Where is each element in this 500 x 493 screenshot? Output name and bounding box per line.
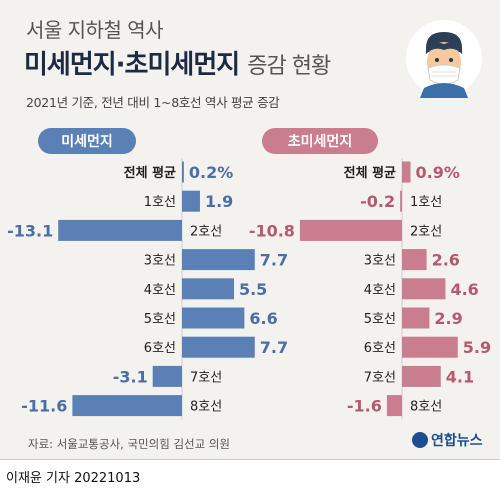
pm10-category-label: 6호선 xyxy=(144,341,176,356)
pm25-bar xyxy=(402,278,446,300)
pm25-category-label: 6호선 xyxy=(364,341,396,356)
footer-bar xyxy=(0,459,500,493)
pm25-value-label: 4.1 xyxy=(446,367,474,386)
pm10-category-label: 8호선 xyxy=(190,400,222,415)
title-line1: 서울 지하철 역사 xyxy=(26,18,164,42)
pm10-bar xyxy=(182,307,245,329)
pm25-value-label: 5.9 xyxy=(463,338,491,357)
pm25-value-label: -1.6 xyxy=(347,397,382,416)
pm25-category-label: 3호선 xyxy=(364,254,396,269)
pm10-category-label: 1호선 xyxy=(144,195,176,210)
pm25-bar xyxy=(402,336,458,358)
pm25-bar xyxy=(386,395,402,417)
pm25-bar xyxy=(402,365,441,387)
pm25-category-label: 1호선 xyxy=(410,195,442,210)
pm10-value-label: -13.1 xyxy=(7,221,53,240)
pm10-category-label: 4호선 xyxy=(144,283,176,298)
pm25-value-label: 0.9% xyxy=(416,163,460,182)
pm25-category-label: 2호선 xyxy=(410,224,442,239)
pm10-bar xyxy=(182,190,200,212)
pm25-bar xyxy=(299,219,402,241)
logo-mark-icon xyxy=(412,432,428,448)
pm25-value-label: -10.8 xyxy=(249,221,295,240)
pm10-value-label: 7.7 xyxy=(260,251,288,270)
pm10-value-label: 1.9 xyxy=(205,192,233,211)
legend-pm10: 미세먼지 xyxy=(38,128,136,154)
pm25-category-label: 7호선 xyxy=(364,370,396,385)
pm10-category-label: 2호선 xyxy=(190,224,222,239)
pm10-bar xyxy=(182,278,234,300)
pm10-bar xyxy=(182,336,255,358)
pm10-value-label: -11.6 xyxy=(21,397,67,416)
pm25-category-label: 5호선 xyxy=(364,312,396,327)
pm25-value-label: -0.2 xyxy=(360,192,395,211)
logo: 연합뉴스 xyxy=(412,430,483,450)
logo-text: 연합뉴스 xyxy=(431,433,483,449)
pm10-bar xyxy=(152,365,182,387)
pm25-category-label: 4호선 xyxy=(364,283,396,298)
pm10-value-label: 0.2% xyxy=(189,163,233,182)
pm25-value-label: 4.6 xyxy=(450,280,478,299)
pm10-value-label: 6.6 xyxy=(249,309,277,328)
pm25-value-label: 2.6 xyxy=(432,251,460,270)
pm10-bar xyxy=(72,395,182,417)
title-light: 증감 현황 xyxy=(247,54,331,79)
page-title: 미세먼지·초미세먼지 증감 현황 xyxy=(24,44,331,81)
pm10-category-label: 5호선 xyxy=(144,312,176,327)
pm10-category-label: 7호선 xyxy=(190,370,222,385)
subtitle: 2021년 기준, 전년 대비 1~8호선 역사 평균 증감 xyxy=(26,95,280,110)
title-bold: 미세먼지·초미세먼지 xyxy=(24,50,240,80)
pm25-bar xyxy=(400,190,402,212)
mask-person-icon xyxy=(406,20,482,98)
pm10-category-label: 전체 평균 xyxy=(124,165,176,181)
legend-pm25: 초미세먼지 xyxy=(262,128,378,154)
pm25-category-label: 전체 평균 xyxy=(344,165,396,181)
pm10-category-label: 3호선 xyxy=(144,254,176,269)
pm10-value-label: -3.1 xyxy=(113,367,148,386)
pm25-bar xyxy=(402,307,430,329)
pm10-bar xyxy=(182,249,255,271)
pm25-category-label: 8호선 xyxy=(410,400,442,415)
source-note: 자료: 서울교통공사, 국민의힘 김선교 의원 xyxy=(28,437,231,451)
pm10-value-label: 5.5 xyxy=(239,280,267,299)
reporter-credit: 이재윤 기자 20221013 xyxy=(6,471,141,486)
pm25-bar xyxy=(402,249,427,271)
pm25-value-label: 2.9 xyxy=(434,309,462,328)
pm10-value-label: 7.7 xyxy=(260,338,288,357)
pm25-bar xyxy=(402,161,411,183)
pm10-bar xyxy=(58,219,182,241)
pm10-bar xyxy=(182,161,184,183)
